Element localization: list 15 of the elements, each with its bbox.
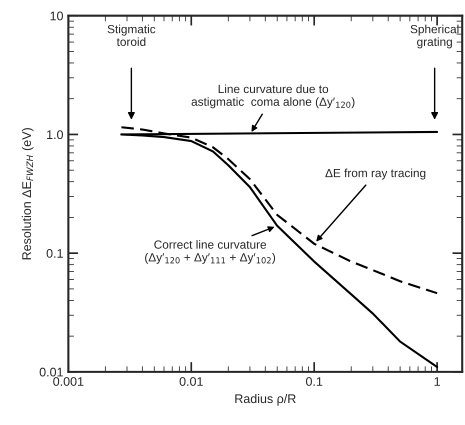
annotation: Correct line curvature (Δy′$_{120}$ + Δy′$_{111}$ + Δy′$_{102}$): [145, 240, 276, 264]
x-tick-label: 1: [434, 377, 440, 386]
annotation: Spherical grating: [410, 24, 458, 48]
x-tick-label: 0.1: [306, 377, 322, 386]
y-tick-label: 10: [50, 12, 64, 20]
annotation: Line curvature due to astigmatic coma alone (Δy′$_{120}$): [192, 84, 354, 108]
annotation: Stigmatic toroid: [108, 24, 156, 46]
y-tick-label: 0.01: [40, 368, 63, 377]
annotation: ΔE from ray tracing: [325, 168, 426, 180]
y-tick-label: 0.1: [46, 248, 63, 258]
y-tick-label: 1.0: [47, 130, 64, 140]
y-axis-title: Resolution ΔE$_{FWZH}$ (eV): [22, 128, 34, 260]
x-tick-label: 0.01: [180, 377, 203, 386]
x-tick-label: 0.001: [53, 377, 84, 386]
x-axis-title: Radius ρ/R: [235, 394, 296, 406]
